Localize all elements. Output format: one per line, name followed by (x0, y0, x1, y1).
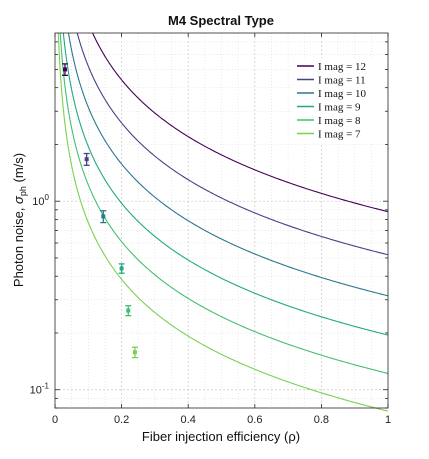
legend-label: I mag = 8 (318, 115, 361, 127)
error-bar-marker (118, 263, 125, 274)
x-axis-label: Fiber injection efficiency (ρ) (142, 429, 300, 444)
error-bar-marker (131, 346, 138, 359)
legend: I mag = 12I mag = 11I mag = 10I mag = 9I… (291, 58, 383, 144)
x-tick-label: 0.8 (314, 414, 329, 426)
error-bar-marker (83, 152, 90, 166)
data-point (126, 308, 131, 313)
series-line (67, 32, 389, 297)
data-point (101, 214, 106, 219)
legend-label: I mag = 12 (318, 61, 366, 73)
data-point (132, 350, 137, 355)
data-point (62, 67, 67, 72)
y-axis-label-sigma: σ (11, 195, 26, 204)
data-point (119, 266, 124, 271)
x-ticks: 0 0.2 0.4 0.6 0.8 1 (52, 33, 391, 426)
series-line (59, 32, 389, 374)
chart-title: M4 Spectral Type (168, 13, 274, 28)
data-point (84, 157, 89, 162)
x-tick-label: 0.4 (181, 414, 196, 426)
y-tick-label: 10-1 (30, 382, 50, 397)
series-line (57, 32, 389, 412)
legend-label: I mag = 7 (318, 129, 361, 141)
x-tick-label: 0.2 (114, 414, 129, 426)
plot-frame (54, 32, 389, 409)
legend-label: I mag = 11 (318, 75, 366, 87)
legend-label: I mag = 10 (318, 88, 367, 100)
error-bar-marker (100, 210, 107, 224)
series-line (92, 32, 389, 213)
error-bar-marker (125, 305, 132, 317)
y-axis-label-sub: ph (18, 186, 28, 196)
y-tick-label: 100 (32, 193, 49, 208)
x-tick-label: 1 (385, 414, 391, 426)
y-axis-label-main: Photon noise, (11, 204, 26, 287)
error-bar-marker (61, 63, 68, 77)
series-line (76, 32, 389, 256)
legend-box (291, 58, 383, 144)
legend-label: I mag = 9 (318, 102, 361, 114)
y-ticks: 10-1 100 (30, 41, 388, 409)
y-axis-label-unit: (m/s) (11, 153, 26, 186)
series-line (62, 32, 389, 336)
y-axis-label: Photon noise, σph (m/s) (11, 153, 28, 287)
error-bar-markers (61, 63, 138, 359)
x-tick-label: 0 (52, 414, 58, 426)
x-tick-label: 0.6 (247, 414, 262, 426)
grid (55, 33, 388, 409)
series-lines (57, 32, 389, 412)
